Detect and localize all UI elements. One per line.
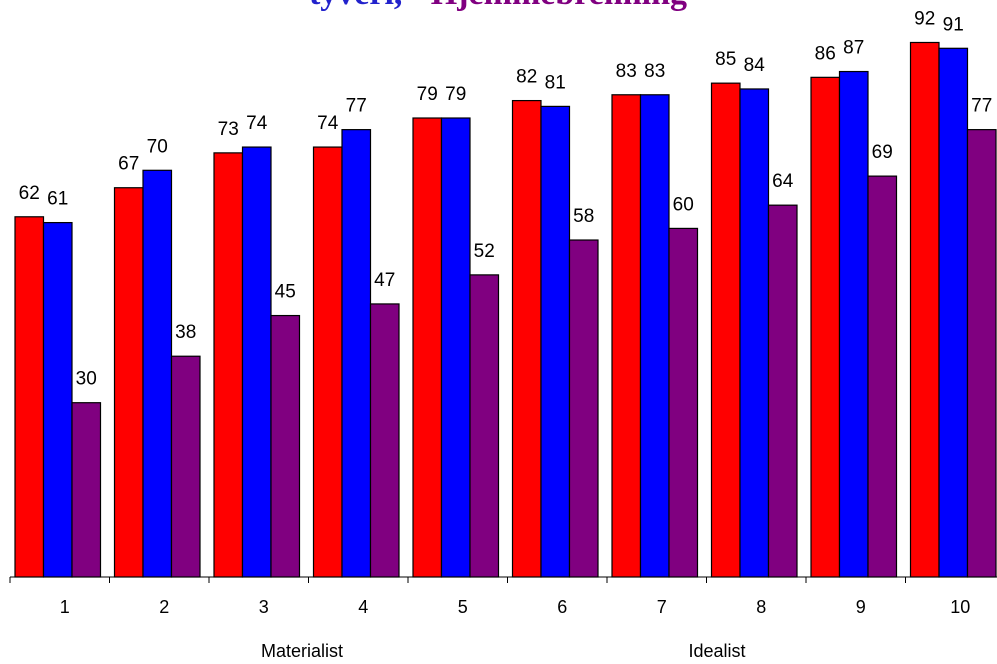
svg-text:tyveri, - Hjemmebrenning: tyveri, - Hjemmebrenning: [309, 0, 687, 12]
bar-series3-cat9: [867, 175, 898, 578]
bar-series1-cat7: [611, 94, 642, 578]
x-tick-label: 6: [557, 597, 567, 617]
value-label: 38: [175, 322, 196, 343]
bar-series2-cat1: [42, 221, 73, 578]
value-label: 87: [843, 38, 864, 59]
bar-series1-cat9: [810, 76, 841, 578]
value-labels-layer: 62 61 30 67 70 38 73 74 45 74 77 47 79 79 52 82 81 58 83 83…: [19, 8, 993, 389]
x-tick-label: 5: [458, 597, 468, 617]
value-label: 79: [445, 84, 466, 105]
value-label: 62: [19, 183, 40, 204]
bar-series1-cat5: [412, 117, 443, 578]
value-label: 92: [914, 8, 935, 29]
value-label: 58: [573, 206, 594, 227]
x-tick-label: 4: [358, 597, 368, 617]
bar-series3-cat7: [668, 227, 699, 578]
value-label: 74: [246, 113, 268, 134]
bar-series3-cat5: [469, 274, 500, 578]
x-tick-label: 9: [856, 597, 866, 617]
x-tick-label: 10: [950, 597, 970, 617]
value-label: 70: [147, 136, 168, 157]
value-label: 74: [317, 113, 339, 134]
bar-series3-cat2: [170, 355, 201, 578]
bar-series2-cat6: [540, 105, 571, 578]
bars-layer: [14, 41, 997, 578]
value-label: 79: [417, 84, 438, 105]
bar-series1-cat6: [511, 99, 542, 578]
bar-series2-cat10: [938, 47, 969, 578]
value-label: 69: [872, 142, 893, 163]
x-axis: 1 2 3 4 5 6 7 8 9 10: [9, 576, 997, 617]
bar-series1-cat10: [909, 41, 940, 578]
bar-series2-cat2: [142, 169, 173, 578]
chart-title-part: tyveri,: [309, 0, 402, 12]
value-label: 83: [616, 61, 637, 82]
bar-series2-cat3: [241, 146, 272, 578]
bar-series2-cat7: [639, 94, 670, 578]
bar-series3-cat8: [767, 204, 798, 578]
x-group-label-materialist: Materialist: [261, 641, 343, 661]
chart-title: tyveri, - Hjemmebrenning: [309, 0, 687, 12]
value-label: 47: [374, 270, 395, 291]
value-label: 67: [118, 154, 139, 175]
value-label: 77: [971, 96, 992, 117]
bar-series1-cat8: [710, 82, 741, 578]
bar-series3-cat10: [966, 129, 997, 578]
x-tick-label: 1: [60, 597, 70, 617]
value-label: 60: [673, 194, 694, 215]
bar-series2-cat5: [440, 117, 471, 578]
bar-series1-cat2: [113, 187, 144, 578]
value-label: 84: [744, 55, 766, 76]
bar-series3-cat6: [568, 239, 599, 578]
value-label: 77: [346, 96, 367, 117]
value-label: 73: [218, 119, 239, 140]
value-label: 61: [47, 189, 68, 210]
value-label: 86: [815, 43, 836, 64]
x-tick-label: 3: [259, 597, 269, 617]
x-group-label-idealist: Idealist: [688, 641, 745, 661]
x-tick-label: 7: [657, 597, 667, 617]
value-label: 81: [545, 72, 566, 93]
value-label: 82: [516, 67, 537, 88]
bar-series2-cat4: [341, 129, 372, 578]
x-tick-label: 2: [159, 597, 169, 617]
bar-series3-cat4: [369, 303, 400, 578]
value-label: 64: [772, 171, 794, 192]
bar-series1-cat1: [14, 216, 45, 578]
value-label: 91: [943, 14, 964, 35]
value-label: 30: [76, 369, 97, 390]
bar-series1-cat3: [213, 152, 244, 578]
bar-series3-cat3: [270, 314, 301, 578]
value-label: 45: [275, 282, 296, 303]
bar-series1-cat4: [312, 146, 343, 578]
bar-series2-cat9: [838, 70, 869, 578]
bar-series2-cat8: [739, 88, 770, 578]
x-tick-label: 8: [756, 597, 766, 617]
value-label: 52: [474, 241, 495, 262]
value-label: 85: [715, 49, 736, 70]
value-label: 83: [644, 61, 665, 82]
chart-title-part: - Hjemmebrenning: [402, 0, 687, 12]
bar-series3-cat1: [71, 402, 102, 578]
